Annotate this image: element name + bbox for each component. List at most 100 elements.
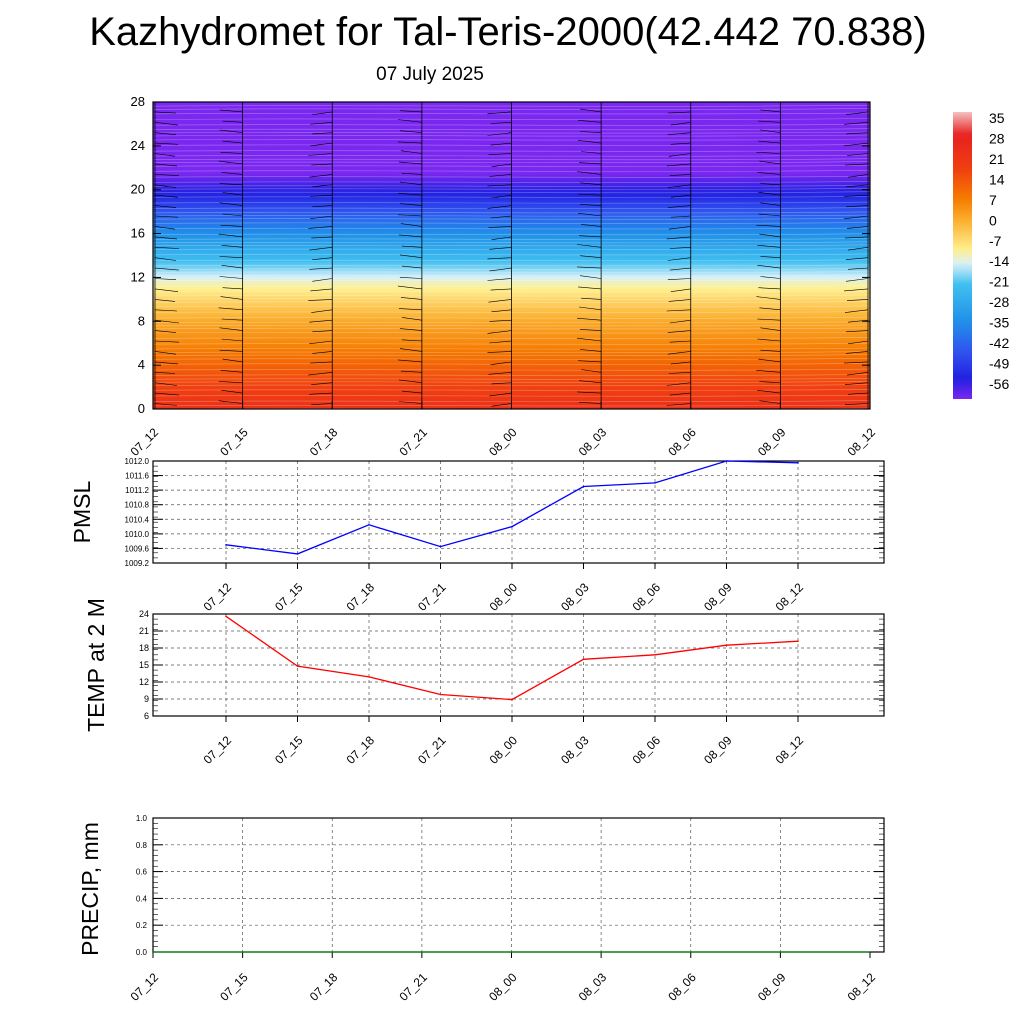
- wind-barb: [220, 152, 243, 154]
- wind-barb: [154, 215, 179, 218]
- wind-barb: [399, 181, 422, 186]
- contour-line: [152, 241, 871, 244]
- wind-barb: [309, 319, 333, 323]
- wind-barb: [670, 194, 691, 198]
- y-tick-label: 24: [131, 138, 145, 153]
- contour-line: [152, 384, 871, 387]
- wind-barb: [154, 361, 179, 365]
- colorbar-label: -21: [989, 274, 1009, 290]
- wind-barb: [154, 267, 180, 271]
- data-point: [582, 658, 585, 661]
- wind-barb: [845, 278, 869, 282]
- contour-line: [152, 381, 871, 383]
- wind-barb: [154, 288, 179, 292]
- contour-line: [152, 279, 871, 282]
- wind-barb: [154, 319, 180, 324]
- wind-barb: [154, 382, 178, 386]
- wind-barb: [756, 152, 781, 154]
- wind-barb: [667, 278, 691, 280]
- wind-barb: [760, 349, 781, 352]
- wind-barb: [310, 142, 333, 147]
- wind-barb: [399, 203, 422, 206]
- contour-line: [152, 170, 871, 172]
- page-title: Kazhydromet for Tal-Teris-2000(42.442 70…: [89, 10, 927, 54]
- data-point: [725, 460, 728, 462]
- contour-line: [152, 271, 871, 273]
- wind-barb: [311, 382, 333, 385]
- data-point: [511, 525, 513, 528]
- x-tick-label: 07_15: [272, 580, 306, 614]
- wind-barb: [222, 140, 243, 144]
- wind-barb: [397, 119, 422, 123]
- contour-line: [152, 316, 871, 319]
- wind-barb: [218, 307, 243, 311]
- wind-barb: [667, 111, 691, 114]
- wind-barb: [399, 277, 422, 279]
- wind-barb: [580, 108, 602, 113]
- colorbar-label: 35: [989, 110, 1005, 126]
- wind-barb: [577, 391, 602, 394]
- colorbar-label: -14: [989, 253, 1009, 269]
- wind-barb: [312, 257, 333, 260]
- contour-line: [152, 104, 871, 107]
- y-tick-label: 0.0: [136, 948, 148, 957]
- wind-barb: [310, 361, 333, 364]
- wind-barb: [578, 120, 602, 123]
- x-tick-label: 08_03: [576, 970, 610, 1004]
- wind-barb: [578, 286, 602, 290]
- wind-barb: [154, 184, 177, 188]
- wind-barb: [400, 370, 422, 373]
- wind-barb: [154, 174, 180, 176]
- y-tick-label: 12: [139, 677, 149, 687]
- wind-barb: [489, 392, 512, 397]
- wind-barb: [397, 141, 422, 144]
- y-tick-label: 8: [138, 313, 145, 328]
- wind-barb: [154, 142, 179, 145]
- wind-barb: [669, 319, 691, 324]
- wind-barb: [154, 236, 178, 240]
- wind-barb: [580, 182, 602, 186]
- wind-barb: [666, 236, 691, 240]
- wind-barb: [666, 309, 691, 312]
- contour-line: [152, 337, 871, 339]
- wind-barb: [154, 163, 178, 167]
- y-tick-label: 1009.2: [125, 559, 150, 568]
- wind-barb: [154, 153, 176, 157]
- wind-barb: [308, 226, 333, 229]
- contour-line: [152, 123, 871, 126]
- wind-barb: [397, 359, 422, 363]
- x-tick-label: 07_15: [217, 425, 251, 459]
- y-tick-label: 24: [139, 609, 149, 619]
- wind-barb: [756, 296, 781, 300]
- x-tick-label: 07_18: [344, 733, 378, 767]
- wind-barb: [397, 214, 422, 217]
- x-tick-label: 07_12: [128, 425, 162, 459]
- colorbar-label: 28: [989, 130, 1005, 146]
- contour-line: [152, 368, 871, 371]
- wind-barb: [219, 183, 243, 186]
- contour-line: [152, 342, 871, 345]
- wind-barb: [312, 278, 333, 282]
- wind-barb: [667, 330, 691, 333]
- x-tick-label: 08_09: [701, 580, 735, 614]
- contour-line: [152, 207, 871, 210]
- wind-barb: [757, 338, 781, 342]
- wind-barb: [580, 255, 602, 258]
- wind-barb: [154, 257, 177, 261]
- colorbar-label: -35: [989, 315, 1009, 331]
- wind-barb: [669, 267, 691, 271]
- y-tick-label: 0.4: [136, 894, 148, 903]
- x-tick-label: 07_12: [201, 580, 235, 614]
- wind-barb: [490, 194, 512, 199]
- wind-barb: [670, 288, 691, 292]
- x-tick-label: 08_12: [845, 425, 879, 459]
- contour-line: [152, 248, 871, 251]
- x-tick-label: 08_03: [576, 425, 610, 459]
- wind-barb: [668, 226, 691, 230]
- contour-line: [152, 181, 871, 183]
- wind-barb: [491, 236, 512, 240]
- wind-barb: [398, 401, 422, 404]
- wind-barb: [580, 204, 602, 206]
- wind-barb: [400, 297, 422, 300]
- wind-barb: [757, 245, 781, 248]
